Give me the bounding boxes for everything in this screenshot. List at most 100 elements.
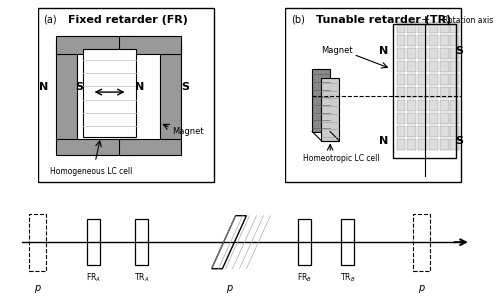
Bar	[450, 35, 460, 46]
Bar	[450, 61, 460, 72]
Bar	[408, 22, 416, 33]
Bar	[408, 74, 416, 85]
Text: N: N	[136, 82, 144, 92]
Text: N: N	[380, 135, 388, 146]
Text: FR$_A$: FR$_A$	[86, 271, 101, 284]
Text: Fixed retarder (FR): Fixed retarder (FR)	[68, 15, 188, 25]
Text: Rotation axis: Rotation axis	[443, 16, 494, 25]
Bar	[396, 22, 406, 33]
Bar	[408, 113, 416, 123]
Bar	[396, 139, 406, 150]
Text: Magnet: Magnet	[321, 46, 353, 55]
Bar	[393, 24, 456, 158]
Bar	[440, 22, 448, 33]
Bar	[298, 219, 311, 265]
Text: S: S	[456, 46, 464, 56]
Text: Magnet: Magnet	[172, 127, 204, 136]
Bar	[440, 48, 448, 59]
Bar	[408, 48, 416, 59]
Bar	[418, 61, 427, 72]
Bar	[418, 48, 427, 59]
Bar	[56, 36, 136, 54]
Text: TR$_B$: TR$_B$	[340, 271, 355, 284]
Polygon shape	[212, 216, 246, 269]
Text: (a): (a)	[43, 15, 57, 25]
Bar	[418, 139, 427, 150]
Bar	[429, 74, 438, 85]
Bar	[440, 74, 448, 85]
Text: S: S	[456, 135, 464, 146]
Bar	[450, 74, 460, 85]
Text: p: p	[226, 283, 232, 293]
Bar	[396, 100, 406, 111]
Bar	[450, 22, 460, 33]
Text: Homeotropic LC cell: Homeotropic LC cell	[303, 154, 380, 163]
Bar	[82, 49, 136, 137]
Text: p: p	[34, 283, 40, 293]
Bar	[396, 61, 406, 72]
Bar	[418, 74, 427, 85]
Bar	[87, 219, 100, 265]
Bar	[440, 87, 448, 98]
Bar	[429, 87, 438, 98]
Bar	[440, 113, 448, 123]
Bar	[429, 48, 438, 59]
Bar	[396, 113, 406, 123]
Bar	[440, 35, 448, 46]
Bar	[321, 78, 339, 141]
Bar	[429, 113, 438, 123]
Bar	[418, 113, 427, 123]
Bar	[408, 100, 416, 111]
Bar	[118, 139, 182, 155]
Text: S: S	[181, 82, 189, 92]
Bar	[408, 87, 416, 98]
Bar	[56, 139, 136, 155]
Bar	[429, 61, 438, 72]
Bar	[396, 35, 406, 46]
Bar	[396, 87, 406, 98]
Bar	[29, 214, 46, 271]
Bar	[440, 126, 448, 137]
Bar	[118, 36, 182, 54]
Text: Homogeneous LC cell: Homogeneous LC cell	[50, 167, 133, 176]
Text: Tunable retarder (TR): Tunable retarder (TR)	[316, 15, 452, 25]
Bar	[396, 48, 406, 59]
Text: N: N	[380, 46, 388, 56]
Bar	[429, 22, 438, 33]
Bar	[312, 69, 330, 132]
Bar	[418, 100, 427, 111]
Bar	[160, 42, 182, 141]
Bar	[429, 139, 438, 150]
Bar	[56, 42, 78, 141]
Text: N: N	[38, 82, 48, 92]
Bar	[418, 22, 427, 33]
Text: (b): (b)	[290, 15, 304, 25]
Bar	[450, 139, 460, 150]
Text: TR$_A$: TR$_A$	[134, 271, 149, 284]
Bar	[408, 35, 416, 46]
Bar	[440, 100, 448, 111]
Bar	[450, 100, 460, 111]
Text: p: p	[418, 283, 424, 293]
Bar	[429, 35, 438, 46]
Bar	[450, 87, 460, 98]
Bar	[429, 126, 438, 137]
Bar	[408, 139, 416, 150]
Text: S: S	[75, 82, 83, 92]
Text: +: +	[420, 15, 430, 25]
Bar	[396, 126, 406, 137]
Bar	[135, 219, 148, 265]
Bar	[396, 74, 406, 85]
Bar	[413, 214, 430, 271]
Bar	[450, 48, 460, 59]
Bar	[450, 126, 460, 137]
Bar	[450, 113, 460, 123]
Bar	[440, 61, 448, 72]
Bar	[341, 219, 354, 265]
Bar	[408, 61, 416, 72]
Bar	[418, 87, 427, 98]
Bar	[408, 126, 416, 137]
Text: FR$_B$: FR$_B$	[297, 271, 312, 284]
Bar	[418, 35, 427, 46]
Bar	[440, 139, 448, 150]
